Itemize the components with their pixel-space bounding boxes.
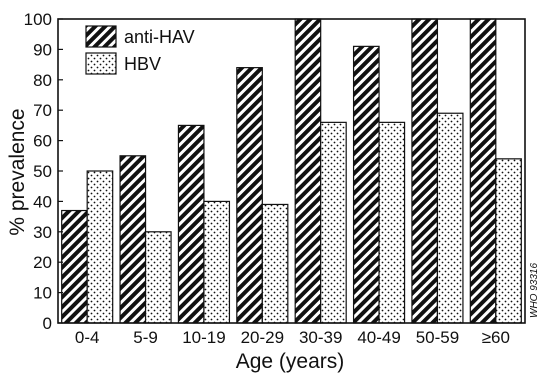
- y-tick-label: 60: [33, 132, 52, 151]
- bar-hbv-10-19: [203, 200, 231, 324]
- bar-hbv-5-9: [144, 231, 172, 324]
- y-tick-label: 50: [33, 162, 52, 181]
- bar-anti-hav-40-49: [352, 45, 380, 324]
- bar-anti-hav-50-59: [411, 18, 439, 324]
- y-tick-label: 90: [33, 40, 52, 59]
- bar-hbv-20-29: [261, 203, 289, 324]
- y-tick-label: 40: [33, 192, 52, 211]
- legend: anti-HAV HBV: [85, 25, 195, 75]
- bar-hbv-50-59: [436, 112, 464, 324]
- bar-anti-hav-0-4: [61, 209, 88, 324]
- y-tick-label: 30: [33, 223, 52, 242]
- x-tick-label: 5-9: [133, 328, 158, 347]
- x-tick-label: 20-29: [241, 328, 284, 347]
- bar-anti-hav-20-29: [236, 67, 263, 324]
- x-tick-label: 50-59: [416, 328, 459, 347]
- y-tick-label: 70: [33, 101, 52, 120]
- bar-anti-hav-30-39: [294, 18, 322, 324]
- x-tick-label: 30-39: [299, 328, 342, 347]
- x-tick-label: 40-49: [357, 328, 400, 347]
- y-axis-ticks: 0 10 20 30 40 50 60 70 80 90 100: [24, 10, 63, 333]
- y-tick-label: 100: [24, 10, 52, 29]
- x-axis-title: Age (years): [236, 350, 345, 373]
- bar-hbv-30-39: [320, 121, 347, 324]
- legend-swatch-hbv: [85, 52, 117, 75]
- x-tick-label: 10-19: [182, 328, 225, 347]
- x-axis-ticks: 0-4 5-9 10-19 20-29 30-39 40-49 50-59 ≥60: [75, 328, 510, 347]
- bar-hbv-40-49: [378, 121, 406, 324]
- y-axis-title: % prevalence: [6, 108, 29, 235]
- legend-label-hbv: HBV: [124, 54, 161, 74]
- bar-anti-hav-5-9: [119, 155, 147, 324]
- plot-frame: [57, 18, 526, 324]
- bar-hbv-≥60: [495, 158, 522, 324]
- bar-anti-hav-10-19: [177, 124, 205, 324]
- y-tick-label: 10: [33, 284, 52, 303]
- y-tick-label: 80: [33, 71, 52, 90]
- legend-label-anti-hav: anti-HAV: [124, 27, 195, 47]
- bar-hbv-0-4: [86, 170, 114, 324]
- x-tick-label: 0-4: [75, 328, 100, 347]
- x-tick-label: ≥60: [482, 328, 510, 347]
- bars-group: [61, 18, 522, 324]
- y-tick-label: 0: [43, 314, 52, 333]
- y-tick-label: 20: [33, 253, 52, 272]
- bar-anti-hav-≥60: [469, 18, 497, 324]
- credit-label: WHO 93316: [529, 263, 540, 318]
- legend-swatch-anti-hav: [85, 25, 117, 48]
